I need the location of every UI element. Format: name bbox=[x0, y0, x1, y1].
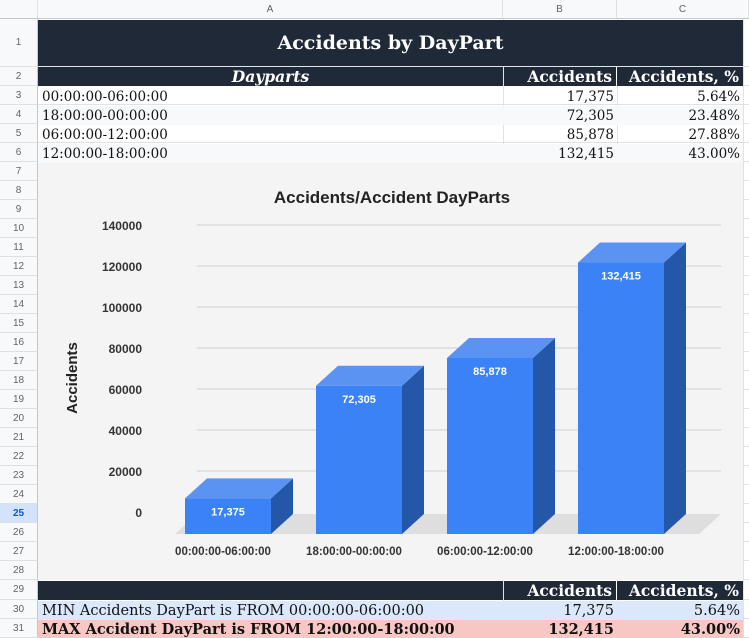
row-header[interactable]: 28 bbox=[0, 561, 38, 580]
row-header[interactable]: 9 bbox=[0, 200, 38, 219]
cell-pct[interactable]: 23.48% bbox=[617, 106, 743, 125]
y-tick-label: 120000 bbox=[102, 260, 142, 274]
bar-top bbox=[578, 242, 686, 263]
row-header[interactable]: 11 bbox=[0, 238, 38, 257]
row-header[interactable]: 23 bbox=[0, 466, 38, 485]
bar bbox=[447, 357, 533, 534]
row-header[interactable]: 17 bbox=[0, 352, 38, 371]
row-gridline bbox=[38, 66, 749, 67]
cell-pct[interactable]: 5.64% bbox=[697, 88, 740, 105]
cell-accidents[interactable]: 72,305 bbox=[503, 106, 617, 125]
cell-pct[interactable]: 27.88% bbox=[688, 126, 740, 143]
y-axis-label: Accidents bbox=[64, 342, 81, 414]
sheet-title[interactable]: Accidents by DayPart bbox=[38, 20, 743, 66]
y-tick-label: 140000 bbox=[102, 219, 142, 233]
x-tick-label: 12:00:00-18:00:00 bbox=[568, 546, 664, 558]
bar bbox=[316, 385, 402, 534]
row-header[interactable]: 14 bbox=[0, 295, 38, 314]
cell-daypart[interactable]: 06:00:00-12:00:00 bbox=[42, 126, 168, 143]
bar bbox=[578, 262, 664, 534]
row-header[interactable]: 19 bbox=[0, 390, 38, 409]
row-header[interactable]: 13 bbox=[0, 276, 38, 295]
row-header[interactable]: 20 bbox=[0, 409, 38, 428]
row-header[interactable]: 25 bbox=[0, 504, 38, 523]
row-header[interactable]: 4 bbox=[0, 105, 38, 124]
header-dayparts[interactable]: Dayparts bbox=[38, 67, 503, 86]
column-gridline bbox=[743, 19, 744, 638]
bar-chart: Accidents/Accident DayParts Accidents 0 200… bbox=[64, 188, 721, 558]
min-accidents[interactable]: 17,375 bbox=[503, 601, 617, 620]
row-header[interactable]: 12 bbox=[0, 257, 38, 276]
summary-header-blank[interactable] bbox=[38, 581, 503, 600]
row-header[interactable]: 29 bbox=[0, 580, 38, 600]
y-tick-label: 60000 bbox=[109, 383, 143, 397]
select-all-corner[interactable] bbox=[0, 0, 38, 19]
cell-daypart[interactable]: 12:00:00-18:00:00 bbox=[38, 144, 503, 163]
y-tick-label: 20000 bbox=[109, 465, 143, 479]
bar-data-label: 85,878 bbox=[473, 366, 507, 378]
bar-side bbox=[533, 337, 555, 534]
x-tick-label: 00:00:00-06:00:00 bbox=[175, 546, 271, 558]
embedded-chart[interactable]: Accidents/Accident DayParts Accidents 0 200… bbox=[38, 163, 743, 580]
row-header[interactable]: 26 bbox=[0, 523, 38, 542]
row-header[interactable]: 15 bbox=[0, 314, 38, 333]
row-header[interactable]: 18 bbox=[0, 371, 38, 390]
row-header[interactable]: 30 bbox=[0, 600, 38, 619]
row-header[interactable]: 31 bbox=[0, 619, 38, 638]
x-tick-label: 18:00:00-00:00:00 bbox=[306, 546, 402, 558]
bar-data-label: 17,375 bbox=[211, 506, 245, 518]
min-pct[interactable]: 5.64% bbox=[617, 601, 743, 620]
y-tick-label: 80000 bbox=[109, 342, 143, 356]
x-tick-label: 06:00:00-12:00:00 bbox=[437, 546, 533, 558]
cell-pct[interactable]: 43.00% bbox=[617, 144, 743, 163]
row-gridline bbox=[38, 142, 749, 143]
bar-side bbox=[664, 242, 686, 534]
column-header-a[interactable]: A bbox=[38, 0, 503, 19]
row-header[interactable]: 3 bbox=[0, 86, 38, 105]
row-header[interactable]: 1 bbox=[0, 19, 38, 67]
row-header[interactable]: 2 bbox=[0, 67, 38, 86]
summary-header-accidents[interactable]: Accidents bbox=[504, 581, 616, 600]
bar-top bbox=[447, 337, 555, 358]
row-gridline bbox=[38, 104, 749, 105]
cell-accidents[interactable]: 85,878 bbox=[566, 126, 614, 143]
row-header[interactable]: 6 bbox=[0, 143, 38, 162]
cell-daypart[interactable]: 00:00:00-06:00:00 bbox=[42, 88, 168, 105]
header-accidents[interactable]: Accidents bbox=[504, 67, 616, 86]
column-header-c[interactable]: C bbox=[617, 0, 749, 19]
summary-header-pct[interactable]: Accidents, % bbox=[617, 581, 743, 600]
row-header[interactable]: 21 bbox=[0, 428, 38, 447]
max-daypart-label[interactable]: MAX Accident DayPart is FROM 12:00:00-18… bbox=[38, 620, 503, 638]
max-accidents[interactable]: 132,415 bbox=[503, 620, 617, 638]
row-header[interactable]: 22 bbox=[0, 447, 38, 466]
row-header[interactable]: 7 bbox=[0, 162, 38, 181]
cell-accidents[interactable]: 17,375 bbox=[566, 88, 614, 105]
bar-top bbox=[316, 365, 424, 386]
row-header[interactable]: 24 bbox=[0, 485, 38, 504]
row-header[interactable]: 10 bbox=[0, 219, 38, 238]
cell-accidents[interactable]: 132,415 bbox=[503, 144, 617, 163]
header-accidents-pct[interactable]: Accidents, % bbox=[617, 67, 743, 86]
row-header[interactable]: 27 bbox=[0, 542, 38, 561]
min-daypart-label[interactable]: MIN Accidents DayPart is FROM 00:00:00-0… bbox=[38, 601, 503, 620]
bar-data-label: 72,305 bbox=[342, 394, 376, 406]
y-tick-label: 0 bbox=[135, 506, 142, 520]
row-header[interactable]: 5 bbox=[0, 124, 38, 143]
bar-side bbox=[402, 365, 424, 534]
bar-data-label: 132,415 bbox=[601, 271, 641, 283]
y-tick-label: 40000 bbox=[109, 424, 143, 438]
max-pct[interactable]: 43.00% bbox=[617, 620, 743, 638]
row-header[interactable]: 8 bbox=[0, 181, 38, 200]
cell-daypart[interactable]: 18:00:00-00:00:00 bbox=[38, 106, 503, 125]
row-header[interactable]: 16 bbox=[0, 333, 38, 352]
bar bbox=[185, 498, 271, 534]
bar-top bbox=[185, 478, 293, 499]
y-tick-label: 100000 bbox=[102, 301, 142, 315]
column-header-b[interactable]: B bbox=[503, 0, 617, 19]
bar-side bbox=[271, 478, 293, 534]
chart-title: Accidents/Accident DayParts bbox=[274, 188, 510, 207]
